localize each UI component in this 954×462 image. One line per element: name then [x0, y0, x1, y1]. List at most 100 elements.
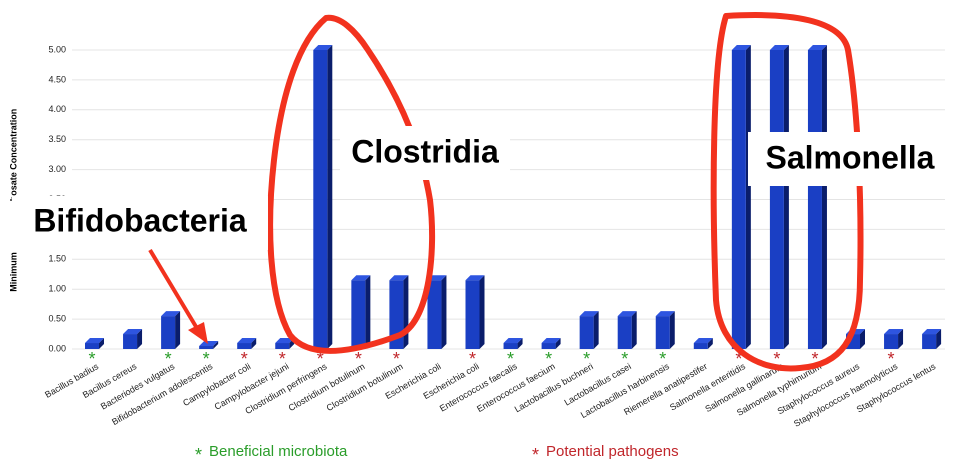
plot: 0.000.501.001.502.002.503.003.504.004.50… — [43, 44, 945, 462]
salmonella-loop — [710, 12, 864, 372]
bar-side — [213, 341, 219, 349]
legend-label: Beneficial microbiota — [209, 443, 348, 460]
bar — [237, 343, 252, 349]
bar-side — [137, 329, 143, 349]
bar-top — [275, 338, 295, 344]
bar — [693, 343, 708, 349]
y-tick-label: 0.00 — [48, 343, 66, 353]
bar — [884, 334, 899, 349]
category-marker: * — [355, 349, 362, 369]
bar-side — [745, 45, 751, 349]
arrow — [148, 248, 200, 332]
arrow-head — [188, 322, 208, 344]
bar — [579, 316, 594, 349]
annotation: Clostridia — [351, 133, 499, 169]
bar-top — [465, 275, 485, 281]
annotation: Bifidobacteria — [33, 202, 247, 238]
bar — [123, 334, 138, 349]
y-tick-label: 1.00 — [48, 284, 66, 294]
bar — [731, 50, 746, 349]
bar-top — [313, 45, 333, 50]
bar — [541, 343, 556, 349]
y-tick-label: 0.50 — [48, 313, 66, 323]
y-label: hosate Concentration — [8, 109, 18, 202]
bar-side — [555, 338, 561, 349]
bar — [807, 50, 822, 349]
bar — [617, 316, 632, 349]
category-marker: * — [393, 349, 400, 369]
bar — [351, 280, 366, 349]
annotation-box — [748, 132, 951, 186]
bar — [465, 280, 480, 349]
bar — [503, 343, 518, 349]
bar-side — [99, 338, 104, 349]
bar-side — [860, 329, 865, 349]
bar-side — [936, 329, 942, 349]
bar-top — [731, 45, 751, 50]
bar-side — [479, 275, 485, 349]
bar-top — [617, 311, 637, 317]
bar-top — [161, 311, 181, 317]
bar-top — [541, 338, 561, 344]
y-tick-label: 3.50 — [48, 134, 66, 144]
bar-top — [579, 311, 599, 317]
y-tick-label: 1.50 — [48, 254, 66, 264]
annotation: Salmonella — [766, 139, 935, 175]
category-marker: * — [507, 349, 514, 369]
bar-top — [237, 338, 257, 344]
category-marker: * — [241, 349, 248, 369]
bar-side — [631, 311, 637, 349]
bar-side — [783, 45, 789, 349]
bar — [769, 50, 784, 349]
category-marker: * — [88, 349, 95, 369]
bar — [275, 343, 290, 349]
y-tick-label: 4.50 — [48, 74, 66, 84]
bar-top — [693, 338, 713, 344]
category-marker: * — [279, 349, 286, 369]
y-label: Minimum — [8, 252, 18, 292]
annotation-box — [340, 126, 510, 180]
bar — [427, 280, 442, 349]
category-marker: * — [165, 349, 172, 369]
legend-symbol: * — [532, 445, 539, 462]
category-marker: * — [735, 349, 742, 369]
bar — [655, 316, 670, 349]
bar-top — [655, 311, 675, 317]
category-marker: * — [203, 349, 210, 369]
bar — [85, 343, 99, 349]
bar-side — [517, 338, 523, 349]
category-marker: * — [773, 349, 780, 369]
bar-top — [123, 329, 143, 335]
category-marker: * — [469, 349, 476, 369]
y-tick-label: 3.00 — [48, 164, 66, 174]
category-marker: * — [811, 349, 818, 369]
legend-label: Potential pathogens — [546, 443, 679, 460]
bar-side — [327, 45, 333, 349]
bar-top — [922, 329, 942, 335]
bar-top — [389, 275, 409, 281]
category-marker: * — [583, 349, 590, 369]
bar — [199, 346, 214, 349]
bar-side — [821, 45, 827, 349]
category-marker: * — [659, 349, 666, 369]
bar-side — [441, 275, 447, 349]
category-marker: * — [888, 349, 895, 369]
bar-top — [199, 341, 219, 347]
legend-symbol: * — [195, 445, 202, 462]
clostridia-loop — [267, 14, 436, 354]
bar-side — [365, 275, 371, 349]
bar-side — [669, 311, 675, 349]
bar-top — [807, 45, 827, 50]
bar-side — [898, 329, 904, 349]
category-marker: * — [317, 349, 324, 369]
bar-top — [884, 329, 904, 335]
category-marker: * — [545, 349, 552, 369]
y-tick-label: 5.00 — [48, 44, 66, 54]
bar-side — [175, 311, 181, 349]
category-marker: * — [621, 349, 628, 369]
bar-side — [403, 275, 409, 349]
annotations: Clostridia Salmonella Bifidobacteria — [12, 12, 951, 372]
bar-side — [593, 311, 599, 349]
bar-top — [503, 338, 523, 344]
